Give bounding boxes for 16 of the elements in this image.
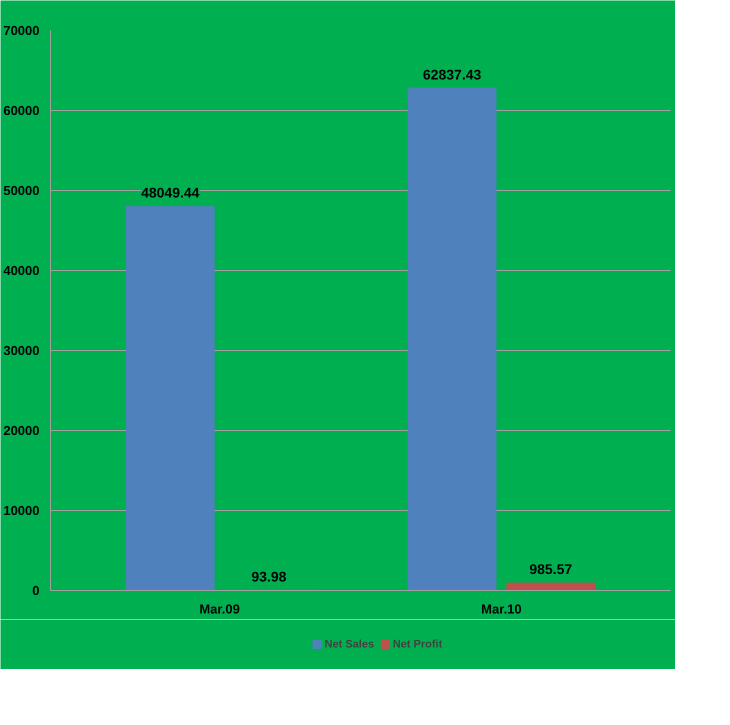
y-tick-label: 0	[32, 583, 40, 598]
y-tick-label: 70000	[3, 23, 40, 38]
x-tick-label: Mar.09	[199, 602, 240, 616]
y-tick-label: 10000	[3, 503, 40, 518]
y-tick-label: 30000	[3, 343, 40, 358]
legend-label: Net Profit	[392, 638, 443, 650]
y-tick-label: 50000	[3, 183, 40, 198]
data-label: 985.57	[529, 561, 572, 578]
x-tick-label: Mar.10	[481, 602, 522, 616]
data-label: 62837.43	[422, 66, 482, 82]
y-tick-label: 60000	[3, 103, 40, 118]
data-label: 93.98	[251, 568, 287, 584]
legend-label: Net Sales	[324, 638, 374, 650]
data-label: 48049.44	[141, 184, 200, 201]
y-tick-label: 40000	[3, 263, 40, 278]
y-tick-label: 20000	[3, 423, 40, 438]
